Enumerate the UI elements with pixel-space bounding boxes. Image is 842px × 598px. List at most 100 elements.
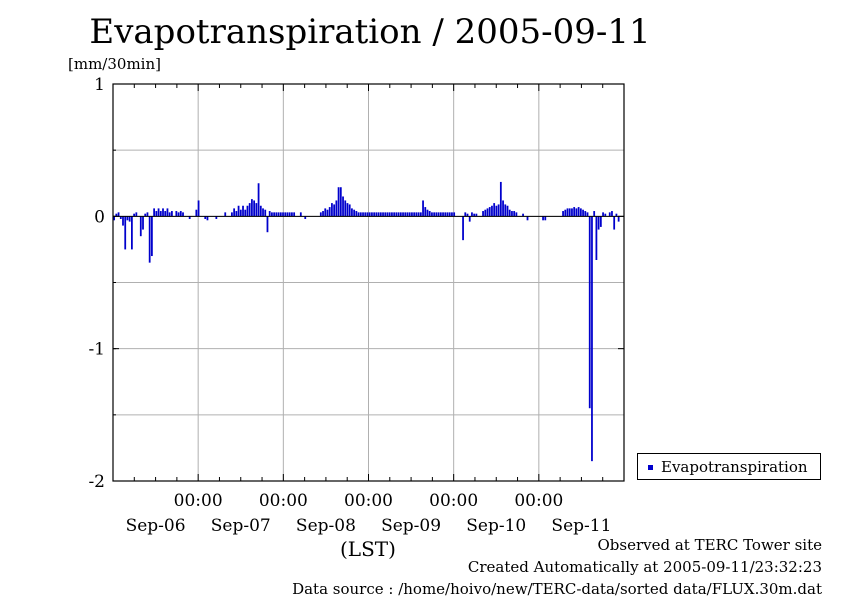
- bar: [422, 200, 424, 217]
- bar: [304, 216, 307, 219]
- bar: [522, 213, 524, 217]
- bar: [504, 204, 507, 217]
- x-tick-date-label: Sep-10: [466, 516, 526, 536]
- bar: [155, 211, 158, 217]
- bar: [395, 212, 398, 217]
- x-tick-hour-label: 00:00: [429, 491, 478, 511]
- x-tick-hour-label: 00:00: [344, 491, 393, 511]
- bar: [437, 212, 440, 217]
- bar: [591, 216, 593, 462]
- bar: [204, 216, 207, 219]
- bar: [244, 209, 247, 217]
- bar: [215, 216, 218, 219]
- bar: [166, 208, 169, 217]
- bar: [248, 203, 251, 217]
- bar: [162, 208, 164, 217]
- bar: [428, 211, 431, 217]
- bar: [366, 212, 369, 217]
- bar: [335, 200, 338, 217]
- bar: [564, 209, 567, 217]
- bar: [466, 213, 469, 217]
- bar: [475, 213, 478, 217]
- bar: [324, 208, 327, 217]
- bar: [157, 208, 160, 217]
- bar: [299, 212, 302, 217]
- bar: [464, 212, 467, 217]
- bar: [131, 216, 133, 250]
- bar: [322, 211, 324, 217]
- bar: [526, 216, 529, 221]
- y-tick-label: -2: [88, 472, 105, 492]
- bar: [188, 216, 191, 219]
- x-tick-date-label: Sep-06: [126, 516, 186, 536]
- bar: [571, 208, 573, 217]
- bar: [257, 183, 260, 217]
- bar: [508, 209, 511, 217]
- bar: [424, 207, 427, 217]
- bar: [146, 212, 149, 217]
- bar: [357, 212, 360, 217]
- legend-swatch: [648, 465, 653, 470]
- bar: [371, 212, 373, 217]
- bar: [239, 209, 242, 217]
- bar: [337, 187, 340, 217]
- footer-site: Observed at TERC Tower site: [597, 536, 822, 554]
- bar: [164, 211, 167, 217]
- bar: [608, 212, 611, 217]
- bar: [611, 211, 613, 217]
- bar: [444, 212, 447, 217]
- bar: [433, 212, 436, 217]
- bar: [375, 212, 378, 217]
- bar: [224, 212, 227, 217]
- footer-source: Data source : /home/hoivo/new/TERC-data/…: [292, 580, 822, 598]
- bar: [382, 212, 384, 217]
- bar: [326, 209, 329, 217]
- bar: [473, 213, 476, 217]
- bar: [586, 212, 589, 217]
- bar: [282, 212, 284, 217]
- bar: [513, 211, 516, 217]
- bar: [488, 207, 491, 217]
- bar: [197, 200, 200, 217]
- bar: [399, 212, 402, 217]
- bar: [573, 207, 576, 217]
- bar: [346, 203, 349, 217]
- x-tick-date-label: Sep-07: [211, 516, 271, 536]
- bar: [119, 216, 122, 219]
- x-tick-date-label: Sep-08: [296, 516, 356, 536]
- bar: [333, 204, 336, 217]
- bar: [406, 212, 409, 217]
- bar: [388, 212, 391, 217]
- bar: [599, 216, 602, 227]
- bar: [584, 211, 587, 217]
- y-tick-label: 0: [94, 207, 105, 227]
- x-tick-hour-label: 00:00: [259, 491, 308, 511]
- bar: [277, 212, 280, 217]
- bar: [353, 209, 356, 217]
- bar: [115, 213, 118, 217]
- y-tick-label: 1: [94, 75, 105, 95]
- bar: [566, 208, 569, 217]
- bar: [231, 212, 233, 217]
- bar: [144, 213, 147, 217]
- bar: [484, 209, 487, 217]
- bar: [451, 212, 453, 217]
- legend: Evapotranspiration: [637, 453, 821, 480]
- bar: [264, 209, 267, 217]
- bar: [206, 216, 209, 221]
- bar: [544, 216, 547, 221]
- bar: [471, 212, 473, 217]
- bar: [604, 213, 607, 217]
- bar: [442, 212, 444, 217]
- bar: [135, 212, 138, 217]
- legend-label: Evapotranspiration: [661, 458, 808, 476]
- bar: [133, 213, 136, 217]
- bar: [497, 204, 500, 217]
- bar: [259, 205, 262, 217]
- bar: [359, 212, 362, 217]
- bar: [393, 212, 396, 217]
- bar: [579, 208, 582, 217]
- bar: [253, 200, 256, 217]
- bar: [468, 216, 471, 222]
